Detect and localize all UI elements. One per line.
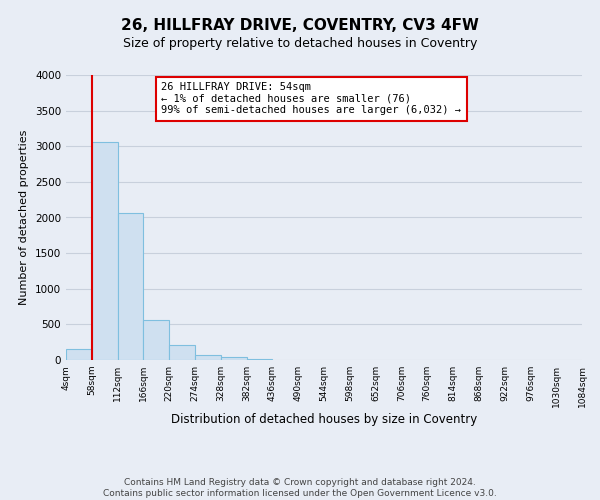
Y-axis label: Number of detached properties: Number of detached properties bbox=[19, 130, 29, 305]
Bar bbox=[143, 320, 169, 360]
Text: 26 HILLFRAY DRIVE: 54sqm
← 1% of detached houses are smaller (76)
99% of semi-de: 26 HILLFRAY DRIVE: 54sqm ← 1% of detache… bbox=[161, 82, 461, 116]
Text: Size of property relative to detached houses in Coventry: Size of property relative to detached ho… bbox=[123, 38, 477, 51]
Text: Contains HM Land Registry data © Crown copyright and database right 2024.
Contai: Contains HM Land Registry data © Crown c… bbox=[103, 478, 497, 498]
Bar bbox=[169, 346, 195, 360]
Bar bbox=[66, 350, 92, 360]
Bar bbox=[195, 354, 221, 360]
Bar bbox=[221, 357, 247, 360]
Bar bbox=[118, 213, 143, 360]
X-axis label: Distribution of detached houses by size in Coventry: Distribution of detached houses by size … bbox=[171, 412, 477, 426]
Text: 26, HILLFRAY DRIVE, COVENTRY, CV3 4FW: 26, HILLFRAY DRIVE, COVENTRY, CV3 4FW bbox=[121, 18, 479, 32]
Bar bbox=[92, 142, 118, 360]
